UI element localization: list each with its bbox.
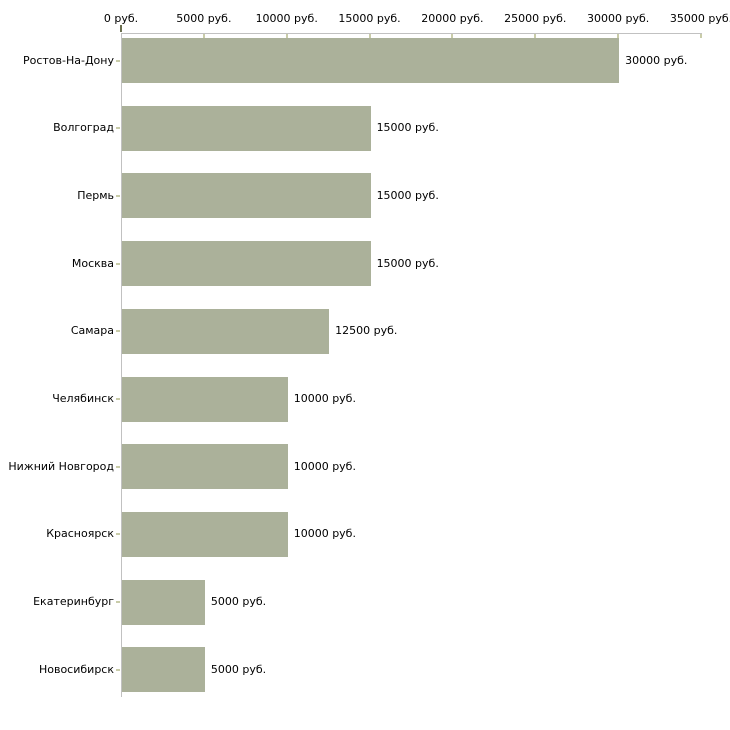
x-axis-tick (285, 34, 288, 38)
category-label: Челябинск (52, 392, 114, 405)
category-label: Нижний Новгород (8, 459, 114, 473)
plot-area: 0 руб. 5000 руб. 10000 руб. 15000 руб. 20000… (8, 12, 730, 697)
x-axis-tick-label: 15000 руб. (338, 12, 401, 25)
category-label: Волгоград (53, 121, 114, 135)
bar-value-label: 5000 руб. (210, 662, 267, 676)
bar-value-label: 10000 руб. (293, 459, 356, 473)
bar (122, 579, 205, 625)
bar (122, 444, 288, 490)
bar-value-label: 5000 руб. (210, 595, 267, 609)
category-tick (116, 330, 120, 333)
category-label: Новосибирск (38, 662, 114, 676)
bar-value-label: 15000 руб. (376, 121, 439, 135)
category-label: Красноярск (46, 527, 114, 541)
category-label: Ростов-На-Дону (22, 53, 114, 67)
category-tick (116, 127, 120, 130)
category-tick (116, 59, 120, 62)
x-axis-tick-label: 30000 руб. (587, 12, 650, 25)
bar (122, 308, 330, 354)
category-label: Екатеринбург (33, 595, 114, 609)
category-tick (116, 601, 120, 604)
bar (122, 647, 205, 693)
bar (122, 38, 620, 83)
category-tick (116, 262, 120, 265)
x-axis-tick-label: 35000 руб. (669, 12, 730, 25)
bar-value-label: 10000 руб. (293, 527, 356, 541)
x-axis-tick (368, 34, 371, 38)
x-axis-tick-label: 10000 руб. (255, 12, 318, 25)
x-axis-tick (700, 34, 702, 38)
x-axis-tick-label: 25000 руб. (504, 12, 567, 25)
x-axis-tick-label: 5000 руб. (176, 12, 232, 25)
bar-value-label: 15000 руб. (376, 256, 439, 270)
category-tick (116, 533, 120, 536)
bar-value-label: 10000 руб. (293, 392, 356, 405)
x-axis-tick (617, 34, 620, 38)
x-axis-line (121, 33, 702, 34)
x-axis-tick (202, 34, 205, 38)
x-axis-tick (534, 34, 537, 38)
y-axis-line (121, 33, 122, 697)
category-tick (116, 465, 120, 468)
category-tick (116, 194, 120, 197)
bar-value-label: 15000 руб. (376, 188, 439, 202)
x-axis-tick (120, 25, 122, 32)
category-label: Пермь (77, 188, 114, 202)
bar-value-label: 12500 руб. (335, 324, 398, 338)
category-tick (116, 668, 120, 671)
bar (122, 376, 288, 422)
x-axis-tick (451, 34, 454, 38)
bar (122, 241, 371, 287)
category-label: Москва (71, 256, 114, 270)
category-tick (116, 398, 120, 400)
x-axis-tick-label: 0 руб. (103, 12, 139, 25)
bar (122, 511, 288, 557)
x-axis-tick-label: 20000 руб. (421, 12, 484, 25)
bar (122, 105, 371, 151)
bar-value-label: 30000 руб. (625, 53, 688, 67)
category-label: Самара (70, 324, 114, 338)
bar (122, 173, 371, 219)
